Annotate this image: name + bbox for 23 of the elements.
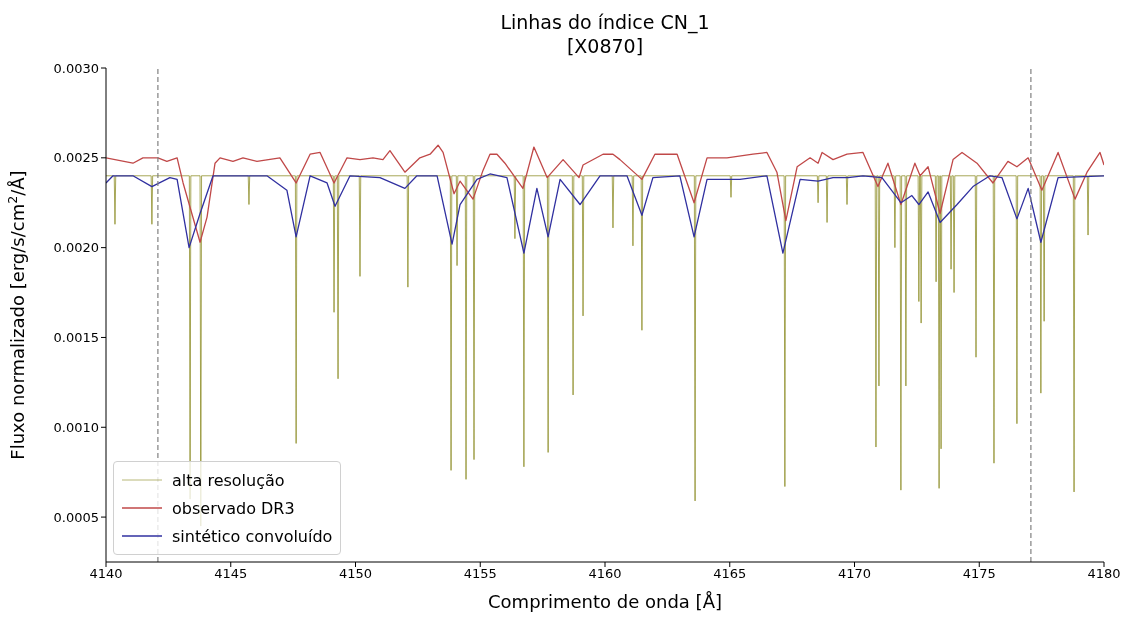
x-axis-title: Comprimento de onda [Å] (488, 591, 722, 612)
x-tick-label: 4140 (89, 566, 123, 582)
y-tick-label: 0.0020 (53, 240, 99, 256)
chart-title: Linhas do índice CN_1 (499, 10, 711, 34)
chart-subtitle: [X0870] (565, 34, 645, 58)
x-tick-label: 4145 (214, 566, 248, 582)
legend-label: observado DR3 (172, 498, 295, 518)
x-tick-label: 4150 (338, 566, 373, 582)
line-series (106, 173, 1104, 254)
y-tick-label: 0.0010 (53, 419, 99, 435)
x-tick-label: 4155 (463, 566, 497, 582)
line-series (106, 144, 1104, 243)
y-tick-label: 0.0015 (53, 330, 99, 346)
legend-label: sintético convoluído (172, 526, 333, 546)
y-tick-label: 0.0005 (53, 509, 99, 525)
x-tick-label: 4165 (713, 566, 747, 582)
y-tick-label: 0.0030 (53, 60, 99, 76)
x-tick-label: 4160 (588, 566, 622, 582)
legend-label: alta resolução (172, 470, 285, 490)
y-tick-label: 0.0025 (53, 150, 99, 166)
x-tick-label: 4170 (837, 566, 872, 582)
x-tick-label: 4175 (962, 566, 996, 582)
x-tick-label: 4180 (1087, 566, 1121, 582)
